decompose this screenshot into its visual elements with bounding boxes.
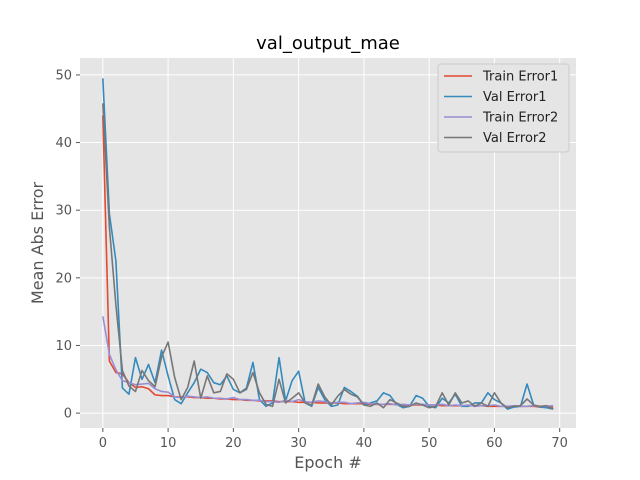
- x-tick-label: 70: [551, 436, 568, 451]
- legend-label: Val Error1: [483, 90, 547, 105]
- legend-label: Train Error2: [482, 111, 558, 126]
- x-axis-ticks: 0 10 20 30 40 50 60 70: [99, 428, 568, 451]
- y-tick-label: 0: [64, 407, 72, 422]
- legend: Train Error1 Val Error1 Train Error2 Val Er…: [437, 63, 570, 153]
- grid-lines: [80, 58, 576, 428]
- series-lines: [102, 78, 554, 410]
- x-tick-label: 50: [421, 436, 438, 451]
- y-axis-ticks: 0 10 20 30 40 50: [55, 68, 80, 422]
- y-tick-label: 30: [55, 204, 72, 219]
- x-tick-label: 40: [356, 436, 373, 451]
- series-line-val-error2: [102, 103, 554, 410]
- y-tick-label: 40: [55, 136, 72, 151]
- x-tick-label: 30: [290, 436, 307, 451]
- x-tick-label: 60: [486, 436, 503, 451]
- x-axis-label: Epoch #: [294, 453, 361, 472]
- chart-title: val_output_mae: [256, 33, 400, 54]
- y-tick-label: 50: [55, 68, 72, 83]
- y-tick-label: 20: [55, 271, 72, 286]
- x-tick-label: 10: [160, 436, 177, 451]
- x-tick-label: 20: [225, 436, 242, 451]
- legend-label: Train Error1: [482, 70, 558, 85]
- series-line-train-error2: [102, 316, 554, 408]
- y-tick-label: 10: [55, 339, 72, 354]
- legend-label: Val Error2: [483, 131, 547, 146]
- legend-box: [437, 63, 570, 153]
- y-axis-label: Mean Abs Error: [28, 181, 47, 304]
- x-tick-label: 0: [99, 436, 107, 451]
